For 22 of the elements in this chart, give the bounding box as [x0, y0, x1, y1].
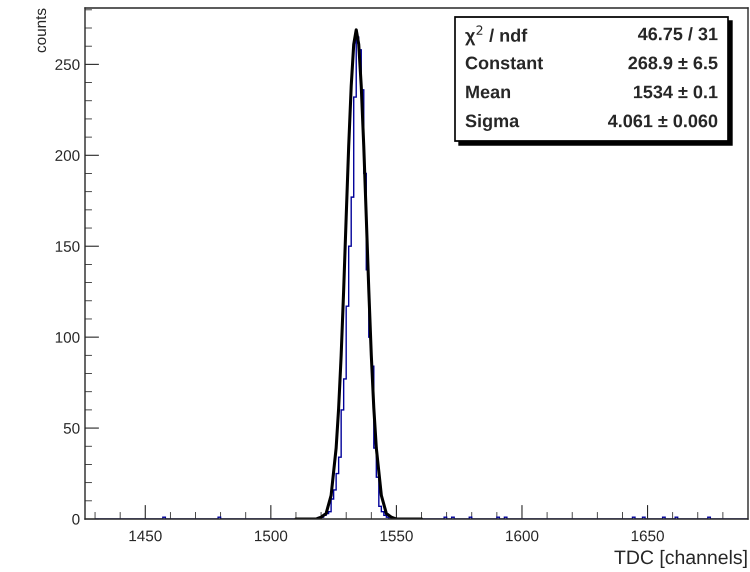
x-tick-label: 1500 [255, 530, 288, 542]
y-tick-label: 200 [55, 150, 80, 161]
y-tick-label: 50 [64, 422, 80, 434]
x-tick-label: 1600 [506, 530, 538, 542]
x-tick-label: 1450 [129, 530, 162, 542]
y-tick-label: 0 [72, 514, 80, 525]
x-tick-label: 1650 [632, 530, 664, 542]
annotation: 268.9 ± 6.5 [628, 56, 718, 70]
x-axis-title: TDC [channels] [614, 550, 747, 568]
y-tick-label: 250 [55, 59, 80, 70]
annotation: 1534 ± 0.1 [634, 86, 718, 98]
x-tick-label: 1550 [380, 530, 413, 542]
annotation: 46.75 / 31 [638, 27, 718, 41]
annotation: Sigma [466, 114, 520, 131]
y-tick-label: 150 [56, 241, 80, 252]
annotation: Mean [466, 86, 510, 98]
annotation: Constant [466, 56, 544, 70]
line-series [294, 28, 424, 519]
y-tick-label: 100 [56, 332, 80, 343]
annotation: 4.061 ± 0.060 [608, 114, 718, 128]
y-axis-title: counts [36, 8, 46, 52]
annotation: χ$^{2}$ / ndf [465, 25, 528, 46]
